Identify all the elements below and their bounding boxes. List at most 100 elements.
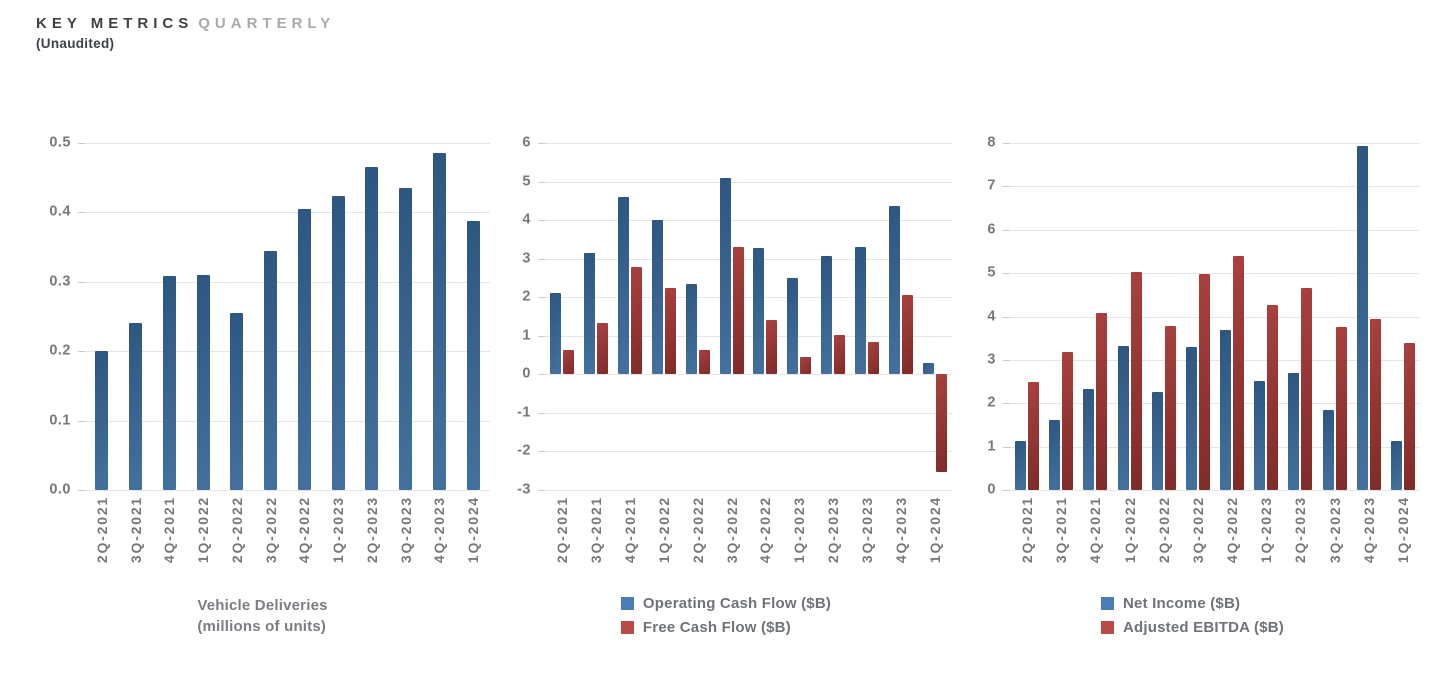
bar-blue-2Q-2021: [95, 350, 109, 490]
x-tick-label: 3Q-2021: [127, 496, 144, 564]
y-tick-label: 4: [987, 308, 996, 325]
x-tick: 2Q-2023: [816, 496, 850, 563]
bar-blue-4Q-2023: [1356, 146, 1368, 490]
x-tick-label: 4Q-2021: [1087, 496, 1104, 564]
plot-area: [538, 143, 952, 491]
chart-footer: Vehicle Deliveries (millions of units): [35, 595, 490, 637]
bar-red-4Q-2023: [1369, 318, 1381, 490]
legend: Net Income ($B) Adjusted EBITDA ($B): [1101, 595, 1284, 636]
gridline: [538, 451, 952, 453]
x-tick: 2Q-2021: [85, 496, 119, 563]
x-tick: 1Q-2024: [1386, 496, 1420, 563]
bar-blue-2Q-2023: [1288, 372, 1300, 490]
bar-blue-1Q-2022: [1117, 345, 1129, 490]
x-tick-label: 4Q-2022: [296, 496, 313, 564]
y-tick-label: 0.0: [49, 481, 71, 498]
bar-group-2Q-2022: [1147, 143, 1181, 490]
chart-cash-flow: 6 5 4 3 2 1 0 -1 -2 -3 2Q-2021 3Q-2021 4Q-2021 1Q-20…: [500, 135, 952, 673]
x-tick: 3Q-2021: [1044, 496, 1078, 563]
bar-blue-3Q-2023: [855, 246, 867, 375]
x-tick: 1Q-2022: [186, 496, 220, 563]
bar-red-1Q-2022: [664, 288, 676, 375]
gridline: [78, 143, 490, 144]
x-tick-label: 2Q-2022: [689, 496, 706, 564]
bar-blue-1Q-2024: [923, 362, 935, 375]
x-tick-label: 3Q-2022: [262, 496, 279, 564]
bar-group-4Q-2023: [884, 143, 918, 490]
x-tick: 1Q-2024: [918, 496, 952, 563]
x-tick-label: 1Q-2022: [195, 496, 212, 564]
x-tick-label: 2Q-2021: [93, 496, 110, 564]
x-tick-label: 4Q-2023: [893, 496, 910, 564]
x-tick-label: 1Q-2023: [1258, 496, 1275, 564]
y-tick-label: 0: [522, 366, 531, 383]
gridline: [538, 143, 952, 144]
bar-group-3Q-2022: [1181, 143, 1215, 490]
bar-red-1Q-2022: [1130, 272, 1142, 490]
x-tick-label: 2Q-2022: [1155, 496, 1172, 564]
gridline: [538, 374, 952, 376]
bar-group-3Q-2021: [579, 143, 613, 490]
x-tick-label: 3Q-2021: [1053, 496, 1070, 564]
bar-red-3Q-2023: [868, 341, 880, 375]
bar-group-4Q-2021: [613, 143, 647, 490]
x-tick: 2Q-2022: [220, 496, 254, 563]
legend-item: Adjusted EBITDA ($B): [1101, 619, 1284, 636]
bar-blue-3Q-2021: [129, 322, 143, 490]
bar-blue-4Q-2021: [162, 275, 176, 490]
bar-blue-4Q-2022: [1220, 329, 1232, 490]
bar-red-3Q-2022: [1198, 274, 1210, 490]
legend-swatch-red-icon: [620, 621, 634, 634]
bar-blue-2Q-2023: [821, 256, 833, 375]
x-tick-label: 3Q-2023: [859, 496, 876, 564]
chart-footer: Operating Cash Flow ($B) Free Cash Flow (…: [500, 595, 952, 636]
y-tick-label: 3: [987, 351, 996, 368]
x-tick: 3Q-2023: [1318, 496, 1352, 563]
bar-group-2Q-2023: [816, 143, 850, 490]
legend-label: Operating Cash Flow ($B): [642, 595, 832, 612]
legend-item: Free Cash Flow ($B): [620, 619, 831, 636]
bar-group-2Q-2021: [85, 143, 119, 490]
bar-group-2Q-2023: [1283, 143, 1317, 490]
bar-red-2Q-2021: [562, 350, 574, 375]
bar-group-4Q-2021: [1078, 143, 1112, 490]
page-title-primary: KEY METRICS: [36, 15, 194, 32]
bar-blue-2Q-2022: [1151, 391, 1163, 490]
x-axis-title: Vehicle Deliveries (millions of units): [197, 595, 327, 637]
legend-label: Free Cash Flow ($B): [642, 619, 791, 636]
gridline: [1003, 446, 1420, 448]
y-tick-label: 1: [987, 438, 996, 455]
legend: Operating Cash Flow ($B) Free Cash Flow (…: [620, 595, 832, 636]
x-tick-label: 4Q-2021: [161, 496, 178, 564]
bar-blue-4Q-2022: [297, 208, 311, 490]
x-tick: 2Q-2023: [1283, 496, 1317, 563]
bar-red-3Q-2023: [1335, 326, 1347, 490]
legend-label: Adjusted EBITDA ($B): [1123, 619, 1284, 636]
gridline: [538, 297, 952, 299]
bar-group-2Q-2022: [681, 143, 715, 490]
x-tick: 4Q-2021: [1078, 496, 1112, 563]
x-tick-label: 1Q-2024: [1394, 496, 1411, 564]
bar-group-2Q-2023: [355, 143, 389, 490]
bar-group-2Q-2021: [1010, 143, 1044, 490]
gridline: [1003, 229, 1420, 231]
bars-area: [85, 143, 490, 490]
y-tick-label: 0.1: [49, 412, 71, 429]
bar-blue-3Q-2021: [1049, 419, 1061, 490]
y-tick-label: 5: [987, 264, 996, 281]
bar-red-3Q-2022: [732, 247, 744, 375]
x-tick: 4Q-2021: [613, 496, 647, 563]
bars-area: [1010, 143, 1420, 490]
x-tick: 1Q-2022: [1113, 496, 1147, 563]
bar-red-4Q-2023: [902, 294, 914, 375]
bar-blue-2Q-2021: [1015, 440, 1027, 490]
bar-group-1Q-2024: [918, 143, 952, 490]
x-tick: 3Q-2022: [715, 496, 749, 563]
x-tick: 2Q-2022: [681, 496, 715, 563]
y-tick-label: 1: [522, 327, 531, 344]
bar-red-2Q-2023: [834, 335, 846, 375]
x-tick-label: 4Q-2021: [621, 496, 638, 564]
y-tick-label: 5: [522, 173, 531, 190]
gridline: [538, 490, 952, 491]
bar-blue-3Q-2023: [399, 188, 413, 490]
